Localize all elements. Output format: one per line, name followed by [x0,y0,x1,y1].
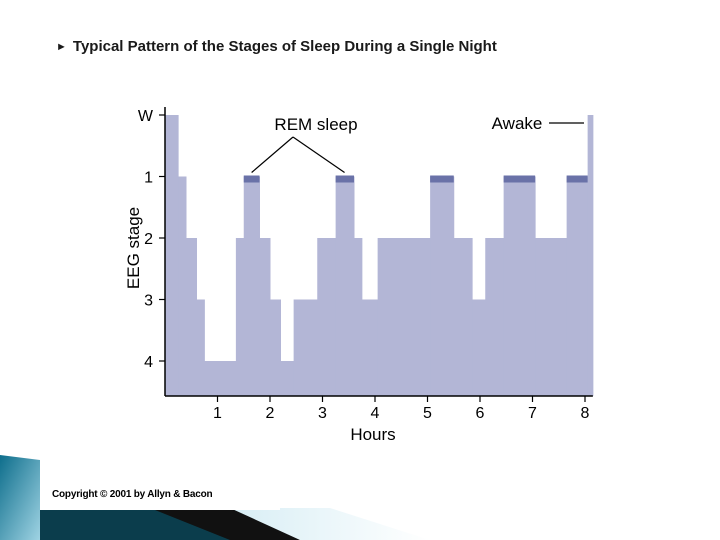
x-tick-label: 5 [423,405,432,422]
y-tick-label: W [138,108,154,125]
y-tick-label: 3 [144,293,153,310]
hypnogram-segment [354,238,363,396]
hypnogram-segment [453,238,473,396]
hypnogram-segment [587,115,594,396]
hypnogram-segment [377,238,431,396]
copyright-text: Copyright © 2001 by Allyn & Bacon [52,489,213,500]
hypnogram-segment [270,299,281,396]
hypnogram-segment [204,361,237,396]
rem-period-marker [243,175,260,183]
hypnogram-segment [566,176,589,396]
awake-label: Awake [492,114,543,133]
hypnogram-segment [186,238,197,396]
copyright-panel [40,478,280,510]
hypnogram-segment [280,361,295,396]
x-axis-label: Hours [350,425,395,444]
rem-sleep-label: REM sleep [274,115,357,134]
slide-title: ► Typical Pattern of the Stages of Sleep … [56,38,497,55]
x-tick-label: 6 [476,405,485,422]
decor-swoosh-blue [0,455,40,540]
y-tick-label: 2 [144,231,153,248]
x-tick-label: 3 [318,405,327,422]
x-tick-label: 8 [581,405,590,422]
hypnogram-segment [472,299,486,396]
rem-pointer-line [251,136,294,173]
hypnogram-segment [178,176,187,396]
hypnogram-segment [361,299,379,396]
hypnogram-segment [430,176,455,396]
hypnogram-segment [335,176,355,396]
hypnogram-segment [196,299,205,396]
y-axis-label: EEG stage [124,207,143,289]
hypnogram-segment [317,238,337,396]
title-text: Typical Pattern of the Stages of Sleep D… [72,38,497,55]
rem-period-marker [335,175,354,183]
x-tick-label: 2 [266,405,275,422]
hypnogram-segment [235,238,245,396]
y-tick-label: 4 [144,354,153,371]
hypnogram-segment [165,115,179,396]
hypnogram-segment [259,238,271,396]
y-tick-label: 1 [144,170,153,187]
hypnogram-segment [243,176,260,396]
rem-period-marker [430,175,454,183]
hypnogram-segment [293,299,318,396]
sleep-stages-chart: W 1 2 3 4 1 2 3 4 5 6 7 8 Hours EEG stage REM sleep Awa… [124,107,594,444]
hypnogram-segment [485,238,505,396]
hypnogram-segment [503,176,536,396]
x-tick-label: 1 [213,405,222,422]
rem-period-marker [566,175,588,183]
hypnogram-segment [535,238,568,396]
rem-pointer-line [292,136,345,173]
x-tick-label: 4 [371,405,380,422]
x-tick-label: 7 [528,405,537,422]
rem-period-marker [503,175,536,183]
title-bullet-icon: ► [56,41,67,53]
decor-swoosh-light [230,508,430,540]
